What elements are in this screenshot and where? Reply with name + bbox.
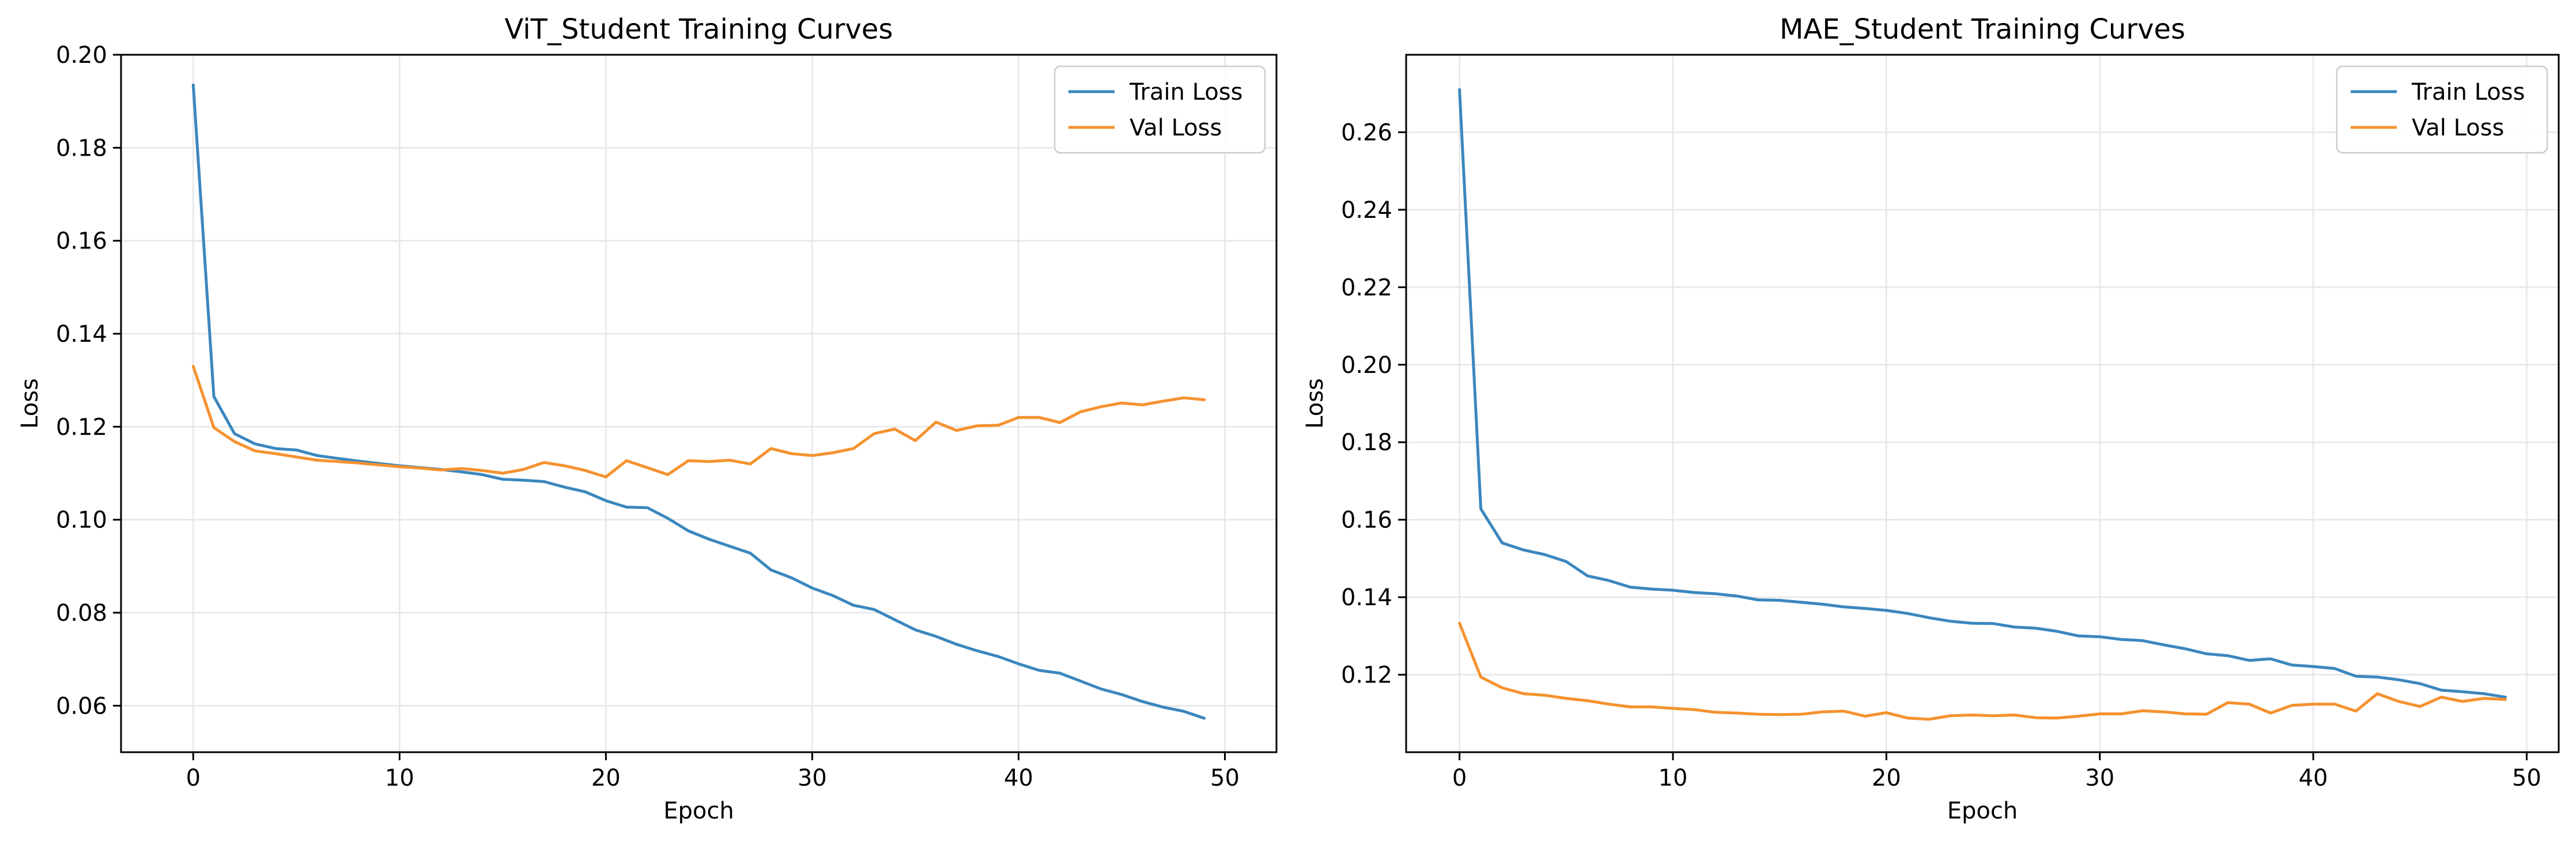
- chart-panel-2: 0 10 20 30 40 50 0.12 0.14 0.16 0.18 0.20 0.22 0.24 0…: [1302, 13, 2560, 824]
- legend-label: Train Loss: [2411, 79, 2525, 105]
- y-tick-label: 0.20: [56, 42, 107, 69]
- y-tick-label: 0.12: [56, 414, 107, 440]
- plot-frame: [1405, 54, 2560, 753]
- y-tick-label: 0.22: [1341, 274, 1392, 301]
- y-axis-label: Loss: [17, 378, 43, 429]
- x-tick-label: 20: [591, 765, 621, 791]
- legend: Train Loss Val Loss: [1053, 65, 1266, 154]
- legend-label: Train Loss: [1129, 79, 1242, 105]
- y-tick-label: 0.26: [1341, 119, 1392, 146]
- plot-frame: [120, 54, 1278, 753]
- y-tick-label: 0.14: [56, 321, 107, 348]
- y-tick-label: 0.14: [1341, 584, 1392, 611]
- chart-panel-1: 0 10 20 30 40 50 0.06 0.08 0.10 0.12 0.14 0.16 0.18 0…: [17, 13, 1278, 824]
- y-tick-label: 0.10: [56, 507, 107, 534]
- x-tick-label: 0: [186, 765, 201, 791]
- series-line-val-loss: [191, 365, 1206, 478]
- x-tick-label: 50: [2512, 765, 2541, 791]
- series-line-train-loss: [1458, 88, 2507, 699]
- legend-label: Val Loss: [2412, 115, 2504, 141]
- series-line-val-loss: [1458, 621, 2507, 721]
- legend-box: [1053, 65, 1266, 154]
- x-tick-label: 0: [1452, 765, 1467, 791]
- y-tick-label: 0.08: [56, 600, 107, 627]
- chart-title: MAE_Student Training Curves: [1780, 13, 2185, 46]
- y-tick-label: 0.18: [1341, 429, 1392, 456]
- y-tick-label: 0.24: [1341, 197, 1392, 224]
- x-tick-label: 50: [1210, 765, 1240, 791]
- x-tick-label: 30: [2085, 765, 2114, 791]
- y-tick-label: 0.20: [1341, 352, 1392, 379]
- y-tick-label: 0.16: [56, 228, 107, 255]
- x-tick-label: 10: [385, 765, 414, 791]
- x-tick-label: 40: [1004, 765, 1033, 791]
- x-tick-label: 20: [1872, 765, 1901, 791]
- x-axis-label: Epoch: [1947, 798, 2018, 824]
- x-tick-label: 10: [1659, 765, 1688, 791]
- y-tick-label: 0.18: [56, 135, 107, 161]
- y-tick-label: 0.12: [1341, 662, 1392, 689]
- y-tick-label: 0.06: [56, 693, 107, 719]
- x-tick-label: 30: [798, 765, 827, 791]
- series-line-train-loss: [191, 83, 1206, 720]
- x-tick-label: 40: [2299, 765, 2328, 791]
- legend: Train Loss Val Loss: [2336, 65, 2548, 154]
- y-tick-label: 0.16: [1341, 507, 1392, 534]
- chart-title: ViT_Student Training Curves: [505, 13, 893, 46]
- x-axis-label: Epoch: [663, 798, 734, 824]
- legend-label: Val Loss: [1130, 115, 1222, 141]
- y-axis-label: Loss: [1302, 378, 1328, 429]
- legend-box: [2336, 65, 2548, 154]
